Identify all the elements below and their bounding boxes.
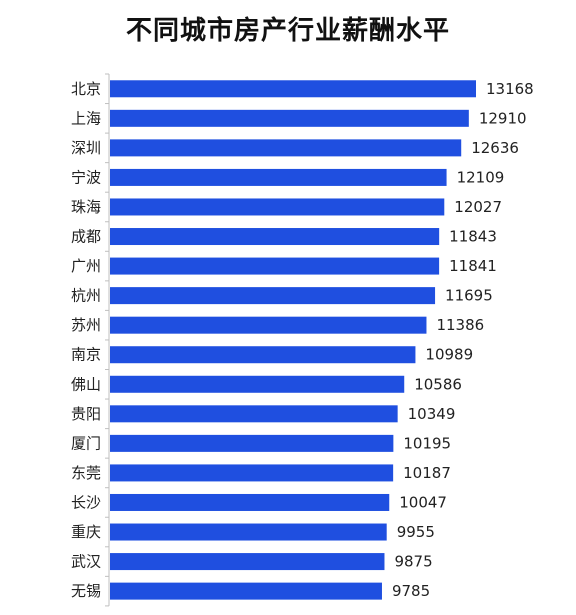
bar-value-label: 12636 (471, 139, 519, 157)
bar-value-label: 12109 (457, 168, 505, 186)
category-label: 上海 (71, 109, 101, 127)
bar (110, 287, 436, 305)
bar-value-label: 11695 (445, 287, 493, 305)
bar-value-label: 11386 (436, 316, 484, 334)
bar-value-label: 10586 (414, 375, 462, 393)
category-label: 珠海 (71, 198, 101, 216)
category-label: 武汉 (71, 553, 101, 571)
category-label: 厦门 (71, 434, 101, 452)
bar (110, 493, 390, 511)
bar-value-label: 9785 (392, 582, 430, 600)
bar (110, 198, 445, 216)
bar-value-label: 12027 (454, 198, 502, 216)
bar (110, 346, 416, 364)
bar (110, 316, 427, 334)
category-label: 长沙 (71, 493, 101, 511)
bar (110, 405, 398, 423)
category-label: 东莞 (71, 464, 101, 482)
bar (110, 523, 387, 541)
category-label: 贵阳 (71, 405, 101, 423)
bar-value-label: 10187 (403, 464, 451, 482)
bar-value-label: 11841 (449, 257, 497, 275)
category-label: 北京 (71, 80, 101, 98)
category-label: 成都 (71, 228, 101, 246)
category-label: 南京 (71, 346, 101, 364)
bar (110, 80, 476, 98)
bar (110, 553, 385, 571)
bar-value-label: 13168 (486, 80, 534, 98)
bar (110, 109, 469, 127)
bar (110, 464, 394, 482)
bar (110, 168, 447, 186)
bar (110, 434, 394, 452)
bar-value-label: 12910 (479, 109, 527, 127)
bar (110, 257, 440, 275)
category-label: 深圳 (71, 139, 101, 157)
bar-value-label: 9955 (397, 523, 435, 541)
bar-value-label: 10047 (399, 493, 447, 511)
category-label: 苏州 (71, 316, 101, 334)
category-label: 宁波 (71, 168, 101, 186)
chart-title: 不同城市房产行业薪酬水平 (125, 16, 450, 46)
bar (110, 375, 405, 393)
bar-value-label: 10195 (403, 434, 451, 452)
bar-value-label: 10989 (425, 346, 473, 364)
category-label: 杭州 (71, 287, 101, 305)
category-label: 重庆 (71, 523, 101, 541)
bar (110, 228, 440, 246)
bar-value-label: 11843 (449, 228, 497, 246)
category-label: 无锡 (71, 582, 101, 600)
bar (110, 582, 382, 600)
bar-value-label: 9875 (394, 553, 432, 571)
category-label: 佛山 (71, 375, 101, 393)
bar-value-label: 10349 (408, 405, 456, 423)
bar (110, 139, 462, 157)
category-label: 广州 (71, 257, 101, 275)
